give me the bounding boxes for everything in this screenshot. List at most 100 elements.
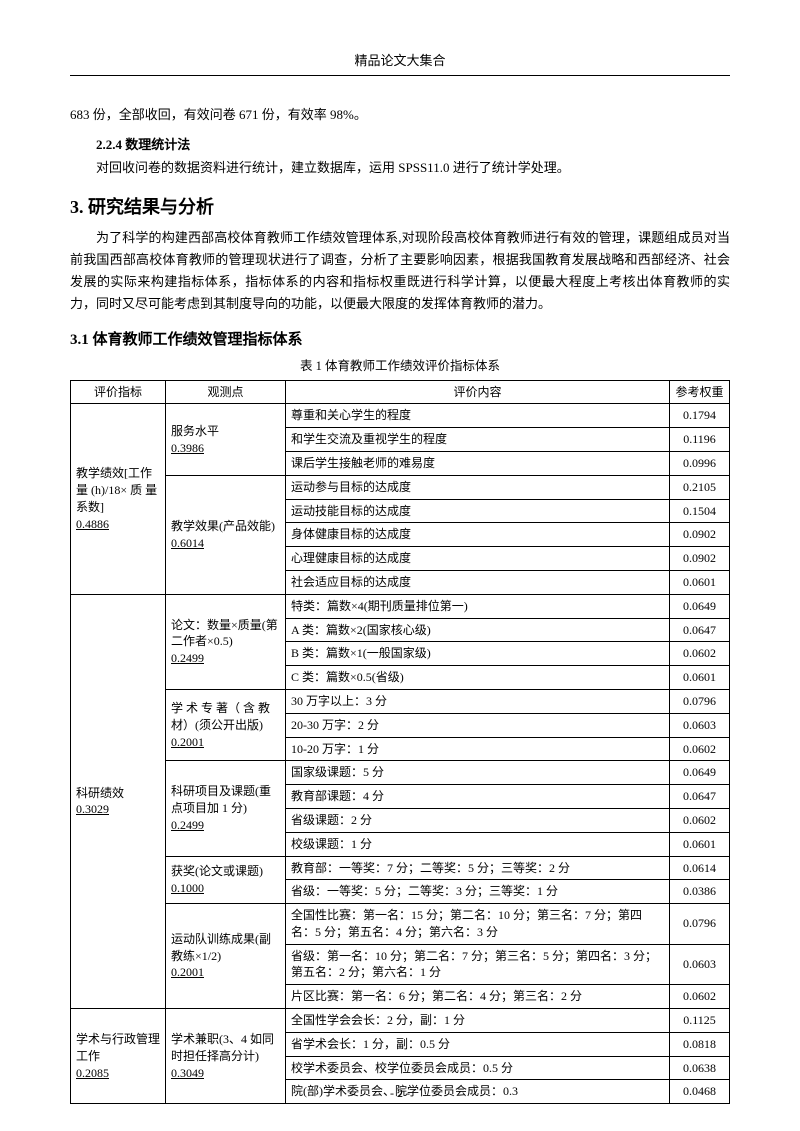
weight-cell: 0.0601 (670, 666, 730, 690)
content-cell: 省级：一等奖：5 分；二等奖：3 分；三等奖：1 分 (286, 880, 670, 904)
indicator-text: 学术与行政管理工作 (76, 1032, 160, 1063)
weight-cell: 0.0386 (670, 880, 730, 904)
obs-weight: 0.1000 (171, 881, 204, 895)
weight-cell: 0.0902 (670, 547, 730, 571)
weight-cell: 0.0649 (670, 761, 730, 785)
weight-cell: 0.0601 (670, 570, 730, 594)
content-cell: 教育部：一等奖：7 分；二等奖：5 分；三等奖：2 分 (286, 856, 670, 880)
table-row: 学术与行政管理工作 0.2085 学术兼职(3、4 如同时担任择高分计) 0.3… (71, 1009, 730, 1033)
paragraph: 对回收问卷的数据资料进行统计，建立数据库，运用 SPSS11.0 进行了统计学处… (70, 157, 730, 179)
obs-text: 教学效果(产品效能) (171, 519, 275, 533)
indicator-weight: 0.4886 (76, 517, 109, 531)
obs-text: 科研项目及课题(重点项目加 1 分) (171, 784, 271, 815)
content-cell: 校学术委员会、校学位委员会成员：0.5 分 (286, 1056, 670, 1080)
indicator-text: 教学绩效[工作量 (h)/18× 质 量系数] (76, 466, 157, 514)
content-cell: 校级课题：1 分 (286, 832, 670, 856)
weight-cell: 0.2105 (670, 475, 730, 499)
content-cell: 20-30 万字：2 分 (286, 713, 670, 737)
content-cell: 社会适应目标的达成度 (286, 570, 670, 594)
obs-cell: 论文：数量×质量(第二作者×0.5) 0.2499 (166, 594, 286, 689)
obs-text: 学 术 专 著（ 含 教材）(须公开出版) (171, 701, 270, 732)
weight-cell: 0.1504 (670, 499, 730, 523)
content-cell: 省级课题：2 分 (286, 808, 670, 832)
section-31: 3.1 体育教师工作绩效管理指标体系 (70, 328, 730, 349)
content-cell: 教育部课题：4 分 (286, 785, 670, 809)
indicator-weight: 0.3029 (76, 802, 109, 816)
obs-text: 学术兼职(3、4 如同时担任择高分计) (171, 1032, 274, 1063)
table-row: 教学效果(产品效能) 0.6014 运动参与目标的达成度0.2105 (71, 475, 730, 499)
weight-cell: 0.0614 (670, 856, 730, 880)
weight-cell: 0.0601 (670, 832, 730, 856)
table-row: 运动队训练成果(副教练×1/2) 0.2001 全国性比赛：第一名：15 分；第… (71, 904, 730, 945)
obs-weight: 0.6014 (171, 536, 204, 550)
indicator-text: 科研绩效 (76, 786, 124, 800)
table-header-row: 评价指标 观测点 评价内容 参考权重 (71, 380, 730, 404)
content-cell: 课后学生接触老师的难易度 (286, 451, 670, 475)
obs-weight: 0.2499 (171, 651, 204, 665)
table-row: 学 术 专 著（ 含 教材）(须公开出版) 0.2001 30 万字以上：3 分… (71, 689, 730, 713)
obs-text: 获奖(论文或课题) (171, 864, 263, 878)
weight-cell: 0.1794 (670, 404, 730, 428)
weight-cell: 0.0638 (670, 1056, 730, 1080)
table-row: 获奖(论文或课题) 0.1000 教育部：一等奖：7 分；二等奖：5 分；三等奖… (71, 856, 730, 880)
weight-cell: 0.0796 (670, 689, 730, 713)
content-cell: 运动技能目标的达成度 (286, 499, 670, 523)
content-cell: 10-20 万字：1 分 (286, 737, 670, 761)
obs-weight: 0.3986 (171, 441, 204, 455)
content-cell: 身体健康目标的达成度 (286, 523, 670, 547)
content-cell: C 类：篇数×0.5(省级) (286, 666, 670, 690)
weight-cell: 0.0602 (670, 985, 730, 1009)
content-cell: 国家级课题：5 分 (286, 761, 670, 785)
weight-cell: 0.0647 (670, 785, 730, 809)
paragraph: 683 份，全部收回，有效问卷 671 份，有效率 98%。 (70, 104, 730, 126)
weight-cell: 0.0902 (670, 523, 730, 547)
obs-cell: 教学效果(产品效能) 0.6014 (166, 475, 286, 594)
weight-cell: 0.0647 (670, 618, 730, 642)
content-cell: 运动参与目标的达成度 (286, 475, 670, 499)
obs-weight: 0.2001 (171, 735, 204, 749)
weight-cell: 0.0649 (670, 594, 730, 618)
weight-cell: 0.0996 (670, 451, 730, 475)
weight-cell: 0.1125 (670, 1009, 730, 1033)
th-indicator: 评价指标 (71, 380, 166, 404)
indicator-cell: 科研绩效 0.3029 (71, 594, 166, 1008)
table-caption: 表 1 体育教师工作绩效评价指标体系 (70, 355, 730, 374)
obs-text: 论文：数量×质量(第二作者×0.5) (171, 618, 278, 649)
th-content: 评价内容 (286, 380, 670, 404)
content-cell: 30 万字以上：3 分 (286, 689, 670, 713)
page-footer: - 2 - (0, 1086, 800, 1101)
content-cell: 片区比赛：第一名：6 分；第二名：4 分；第三名：2 分 (286, 985, 670, 1009)
content-cell: 省学术会长：1 分，副：0.5 分 (286, 1032, 670, 1056)
obs-weight: 0.3049 (171, 1066, 204, 1080)
content-cell: B 类：篇数×1(一般国家级) (286, 642, 670, 666)
content-cell: 特类：篇数×4(期刊质量排位第一) (286, 594, 670, 618)
section-224: 2.2.4 数理统计法 (70, 134, 730, 153)
th-observation: 观测点 (166, 380, 286, 404)
page-header: 精品论文大集合 (70, 50, 730, 76)
paragraph: 为了科学的构建西部高校体育教师工作绩效管理体系,对现阶段高校体育教师进行有效的管… (70, 227, 730, 315)
content-cell: 省级：第一名：10 分；第二名：7 分；第三名：5 分；第四名：3 分；第五名：… (286, 944, 670, 985)
obs-cell: 服务水平 0.3986 (166, 404, 286, 475)
obs-cell: 科研项目及课题(重点项目加 1 分) 0.2499 (166, 761, 286, 856)
table-row: 教学绩效[工作量 (h)/18× 质 量系数] 0.4886 服务水平 0.39… (71, 404, 730, 428)
indicator-weight: 0.2085 (76, 1066, 109, 1080)
obs-cell: 学 术 专 著（ 含 教材）(须公开出版) 0.2001 (166, 689, 286, 760)
weight-cell: 0.0603 (670, 944, 730, 985)
content-cell: 全国性比赛：第一名：15 分；第二名：10 分；第三名：7 分；第四名：5 分；… (286, 904, 670, 945)
weight-cell: 0.0602 (670, 808, 730, 832)
weight-cell: 0.0818 (670, 1032, 730, 1056)
content-cell: 心理健康目标的达成度 (286, 547, 670, 571)
content-cell: 尊重和关心学生的程度 (286, 404, 670, 428)
weight-cell: 0.0602 (670, 642, 730, 666)
performance-table: 评价指标 观测点 评价内容 参考权重 教学绩效[工作量 (h)/18× 质 量系… (70, 380, 730, 1105)
obs-text: 运动队训练成果(副教练×1/2) (171, 932, 271, 963)
obs-cell: 运动队训练成果(副教练×1/2) 0.2001 (166, 904, 286, 1009)
obs-cell: 获奖(论文或课题) 0.1000 (166, 856, 286, 904)
obs-weight: 0.2001 (171, 965, 204, 979)
table-row: 科研绩效 0.3029 论文：数量×质量(第二作者×0.5) 0.2499 特类… (71, 594, 730, 618)
obs-weight: 0.2499 (171, 818, 204, 832)
weight-cell: 0.1196 (670, 428, 730, 452)
obs-text: 服务水平 (171, 424, 219, 438)
weight-cell: 0.0796 (670, 904, 730, 945)
content-cell: A 类：篇数×2(国家核心级) (286, 618, 670, 642)
